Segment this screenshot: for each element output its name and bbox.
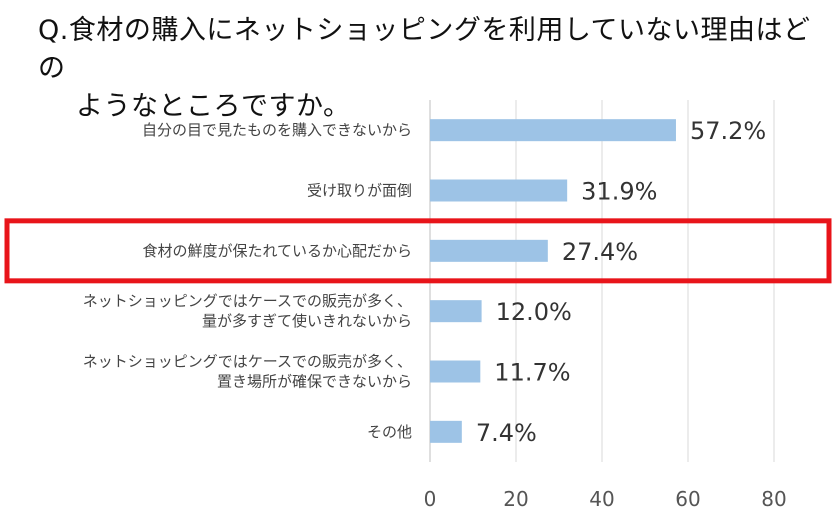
data-label: 57.2% bbox=[690, 117, 766, 145]
x-tick-label: 0 bbox=[424, 487, 437, 511]
data-label: 27.4% bbox=[562, 238, 638, 266]
x-tick-label: 20 bbox=[503, 487, 528, 511]
category-label: 置き場所が確保できないから bbox=[217, 373, 412, 391]
data-label: 31.9% bbox=[581, 178, 657, 206]
category-label: ネットショッピングではケースでの販売が多く、 bbox=[83, 353, 412, 371]
data-label: 12.0% bbox=[496, 298, 572, 326]
category-label: 食材の鮮度が保たれているか心配だから bbox=[142, 242, 412, 260]
bar bbox=[430, 239, 548, 262]
data-label: 11.7% bbox=[494, 359, 570, 387]
bar bbox=[430, 300, 482, 323]
bar bbox=[430, 360, 481, 383]
category-label: 量が多すぎて使いきれないから bbox=[202, 312, 412, 330]
x-tick-label: 40 bbox=[589, 487, 614, 511]
x-tick-label: 80 bbox=[761, 487, 786, 511]
bar bbox=[430, 179, 568, 202]
category-label: ネットショッピングではケースでの販売が多く、 bbox=[83, 292, 412, 310]
question-title: Q.食材の購入にネットショッピングを利用していない理由はどの ようなところですか… bbox=[38, 12, 818, 126]
data-label: 7.4% bbox=[476, 419, 537, 447]
category-label: その他 bbox=[367, 423, 412, 441]
bar bbox=[430, 420, 462, 443]
category-label: 受け取りが面倒 bbox=[307, 182, 412, 200]
question-title-line2: ようなところですか。 bbox=[76, 91, 351, 122]
bar bbox=[430, 119, 676, 142]
category-label: 自分の目で見たものを購入できないから bbox=[142, 121, 412, 139]
highlight-frame bbox=[4, 218, 832, 284]
x-tick-label: 60 bbox=[675, 487, 700, 511]
question-title-line1: Q.食材の購入にネットショッピングを利用していない理由はどの bbox=[38, 15, 811, 84]
